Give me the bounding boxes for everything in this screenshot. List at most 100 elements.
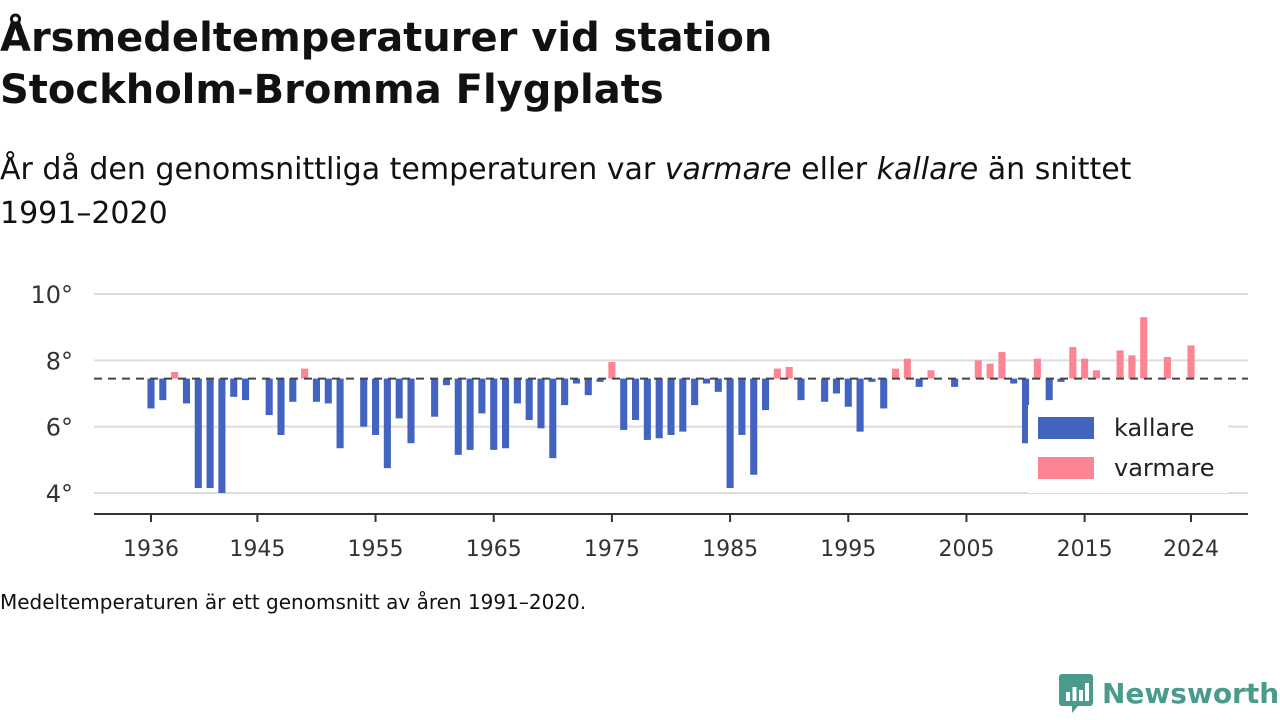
bar-1983	[702, 378, 710, 384]
bar-1937	[159, 378, 167, 401]
subtitle-text-2: eller	[791, 152, 877, 187]
x-tick-label: 1985	[702, 537, 758, 562]
x-tick-label: 2024	[1163, 537, 1219, 562]
temperature-bar-chart: 4° 6° 8° 10° 1936 1945 1955 1965 1975 1985 1995 200…	[30, 281, 1248, 562]
bar-2019	[1128, 355, 1136, 379]
bar-1986	[738, 378, 746, 435]
legend-label-varmare: varmare	[1114, 454, 1215, 482]
bar-1963	[466, 378, 474, 450]
bar-2004	[951, 378, 959, 387]
bar-1999	[892, 368, 900, 379]
bar-1936	[147, 378, 155, 409]
y-tick-label: 6°	[46, 414, 73, 442]
bar-1976	[620, 378, 628, 430]
x-tick-label: 1955	[348, 537, 404, 562]
bar-1971	[561, 378, 569, 406]
bar-1984	[714, 378, 722, 392]
bar-2007	[986, 363, 994, 379]
chart-title: Årsmedeltemperaturer vid station Stockho…	[0, 15, 773, 113]
bar-1947	[277, 378, 285, 435]
bar-2012	[1045, 378, 1053, 401]
bar-2009	[1010, 378, 1018, 384]
bar-2006	[974, 360, 982, 379]
bar-1974	[596, 378, 604, 382]
bar-1958	[407, 378, 415, 444]
brand-name: Newsworthy	[1102, 676, 1280, 710]
bar-1954	[360, 378, 368, 427]
bar-1977	[632, 378, 640, 421]
bar-1964	[478, 378, 486, 414]
bar-1982	[691, 378, 699, 406]
bar-1941	[206, 378, 214, 489]
subtitle-emphasis-colder: kallare	[876, 152, 979, 187]
newsworthy-logo-icon	[1059, 674, 1093, 713]
bar-1979	[655, 378, 663, 439]
x-tick-label: 2015	[1057, 537, 1113, 562]
x-tick-label: 1975	[584, 537, 640, 562]
bar-1987	[750, 378, 758, 475]
bar-1975	[608, 361, 616, 379]
bar-1995	[844, 378, 852, 407]
x-tick-label: 1965	[466, 537, 522, 562]
bar-1990	[785, 366, 793, 379]
bar-1942	[218, 378, 226, 493]
bar-1989	[773, 368, 781, 379]
legend-item-varmare: varmare	[1038, 451, 1215, 485]
brand-logo: Newsworthy	[1058, 672, 1280, 714]
bar-1944	[242, 378, 250, 401]
bar-1949	[301, 368, 309, 379]
bar-2013	[1057, 378, 1065, 382]
legend-label-kallare: kallare	[1114, 414, 1195, 442]
bar-2002	[927, 370, 935, 379]
x-tick-label: 1995	[820, 537, 876, 562]
x-tick-label: 1936	[123, 537, 179, 562]
x-tick-label: 1945	[229, 537, 285, 562]
bar-2010	[1022, 378, 1030, 444]
bar-1965	[490, 378, 498, 450]
bar-1969	[537, 378, 545, 429]
bar-2015	[1081, 358, 1089, 379]
bar-2014	[1069, 347, 1077, 379]
bar-1948	[289, 378, 297, 402]
bar-1955	[372, 378, 380, 435]
bar-1952	[336, 378, 344, 449]
bar-2016	[1092, 370, 1100, 379]
subtitle-text-1: År då den genomsnittliga temperaturen va…	[0, 152, 665, 187]
bar-2001	[915, 378, 923, 387]
legend-swatch-kallare	[1038, 417, 1094, 439]
y-tick-label: 10°	[30, 281, 73, 309]
bar-1940	[194, 378, 202, 489]
bar-1998	[880, 378, 888, 409]
bar-1970	[549, 378, 557, 459]
bar-1980	[667, 378, 675, 435]
bar-1943	[230, 378, 238, 397]
bar-2020	[1140, 317, 1148, 379]
bar-1968	[525, 378, 533, 421]
bar-1939	[182, 378, 190, 404]
bar-2024	[1187, 345, 1195, 379]
bar-1981	[679, 378, 687, 432]
bar-2011	[1033, 358, 1041, 379]
bar-1985	[726, 378, 734, 489]
bar-1957	[395, 378, 403, 419]
subtitle-emphasis-warmer: varmare	[664, 152, 792, 187]
legend-swatch-varmare	[1038, 457, 1094, 479]
y-tick-label: 4°	[46, 480, 73, 508]
y-tick-label: 8°	[46, 347, 73, 375]
bar-1960	[431, 378, 439, 417]
bar-2018	[1116, 350, 1124, 379]
subtitle-text-3: än snittet 1991–2020	[0, 152, 1132, 231]
bar-1967	[513, 378, 521, 404]
bar-2000	[903, 358, 911, 379]
bar-1978	[643, 378, 651, 440]
bar-1993	[821, 378, 829, 402]
bar-1997	[868, 378, 876, 382]
bar-1991	[797, 378, 805, 401]
footnote: Medeltemperaturen är ett genomsnitt av å…	[0, 590, 587, 614]
bar-1951	[324, 378, 332, 404]
bar-1962	[454, 378, 462, 455]
bar-1996	[856, 378, 864, 432]
x-tick-label: 2005	[938, 537, 994, 562]
bar-1938	[171, 371, 179, 379]
bar-1966	[502, 378, 510, 449]
